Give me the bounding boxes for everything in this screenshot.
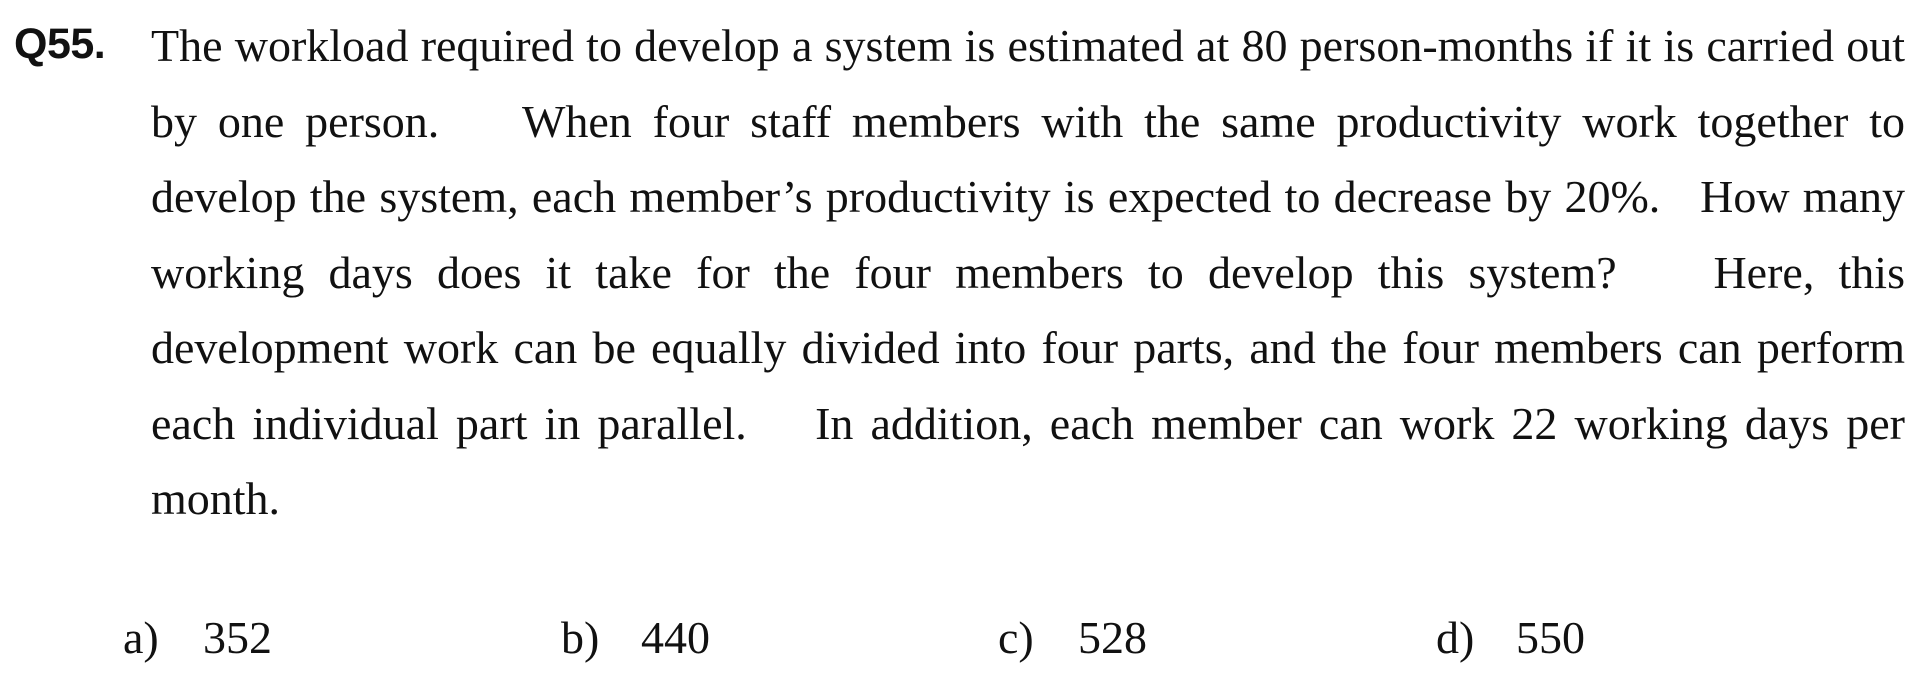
option-value: 440 xyxy=(641,612,710,663)
option-letter: d) xyxy=(1436,612,1475,663)
answer-option-b[interactable]: b) 440 xyxy=(561,603,710,673)
answer-option-d[interactable]: d) 550 xyxy=(1436,603,1585,673)
question-sentence-3: How many working days does it take for t… xyxy=(151,171,1905,298)
option-value: 550 xyxy=(1516,612,1585,663)
question-sentence-2: When four staff members with the same pr… xyxy=(151,95,1906,223)
answer-option-a[interactable]: a) 352 xyxy=(123,603,272,673)
answer-options: a) 352 b) 440 c) 528 d) 550 xyxy=(0,603,1920,673)
option-value: 352 xyxy=(203,612,272,663)
question-sentence-4: Here, this development work can be equal… xyxy=(151,246,1905,449)
question-number: Q55. xyxy=(14,20,106,68)
option-letter: c) xyxy=(998,612,1034,663)
option-letter: b) xyxy=(561,612,600,663)
question-sentence-5: In addition, each member can work 22 wor… xyxy=(151,397,1905,525)
question-text: The workload required to develop a syste… xyxy=(151,8,1905,537)
answer-option-c[interactable]: c) 528 xyxy=(998,603,1147,673)
option-value: 528 xyxy=(1078,612,1147,663)
option-letter: a) xyxy=(123,612,159,663)
question-sentence-1: The workload required to develop a syste… xyxy=(151,20,1905,147)
